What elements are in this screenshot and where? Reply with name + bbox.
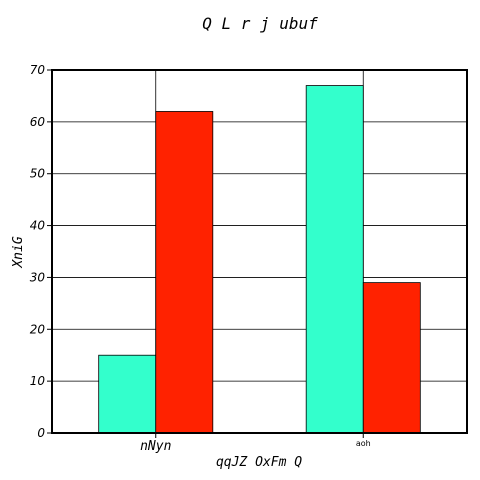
y-tick-label: 10 bbox=[30, 374, 46, 388]
chart-title: Q L r j ubuf bbox=[202, 14, 318, 33]
y-tick-label: 50 bbox=[30, 167, 46, 181]
y-axis-label: XniG bbox=[11, 236, 26, 268]
x-axis-ticks: nNyn aoh bbox=[140, 433, 371, 454]
plot-frame bbox=[51, 69, 468, 434]
bar-aoh-series-1 bbox=[305, 85, 364, 434]
x-axis-label: qqJZ OxFm Q bbox=[216, 455, 302, 470]
y-axis-ticks: 0 10 20 30 40 50 60 70 bbox=[30, 63, 52, 440]
x-tick-label: nNyn bbox=[140, 439, 171, 454]
y-tick-label: 70 bbox=[30, 63, 46, 77]
y-tick-label: 0 bbox=[37, 426, 45, 440]
bar-aoh-series-2 bbox=[362, 282, 421, 434]
bar-nNyn-series-2 bbox=[155, 111, 214, 434]
y-tick-label: 40 bbox=[30, 219, 46, 233]
y-tick-label: 20 bbox=[30, 322, 46, 336]
x-tick-label: aoh bbox=[356, 439, 371, 448]
y-tick-label: 60 bbox=[30, 115, 46, 129]
bar-nNyn-series-1 bbox=[98, 354, 157, 434]
bars bbox=[98, 85, 421, 434]
y-tick-label: 30 bbox=[30, 270, 46, 284]
